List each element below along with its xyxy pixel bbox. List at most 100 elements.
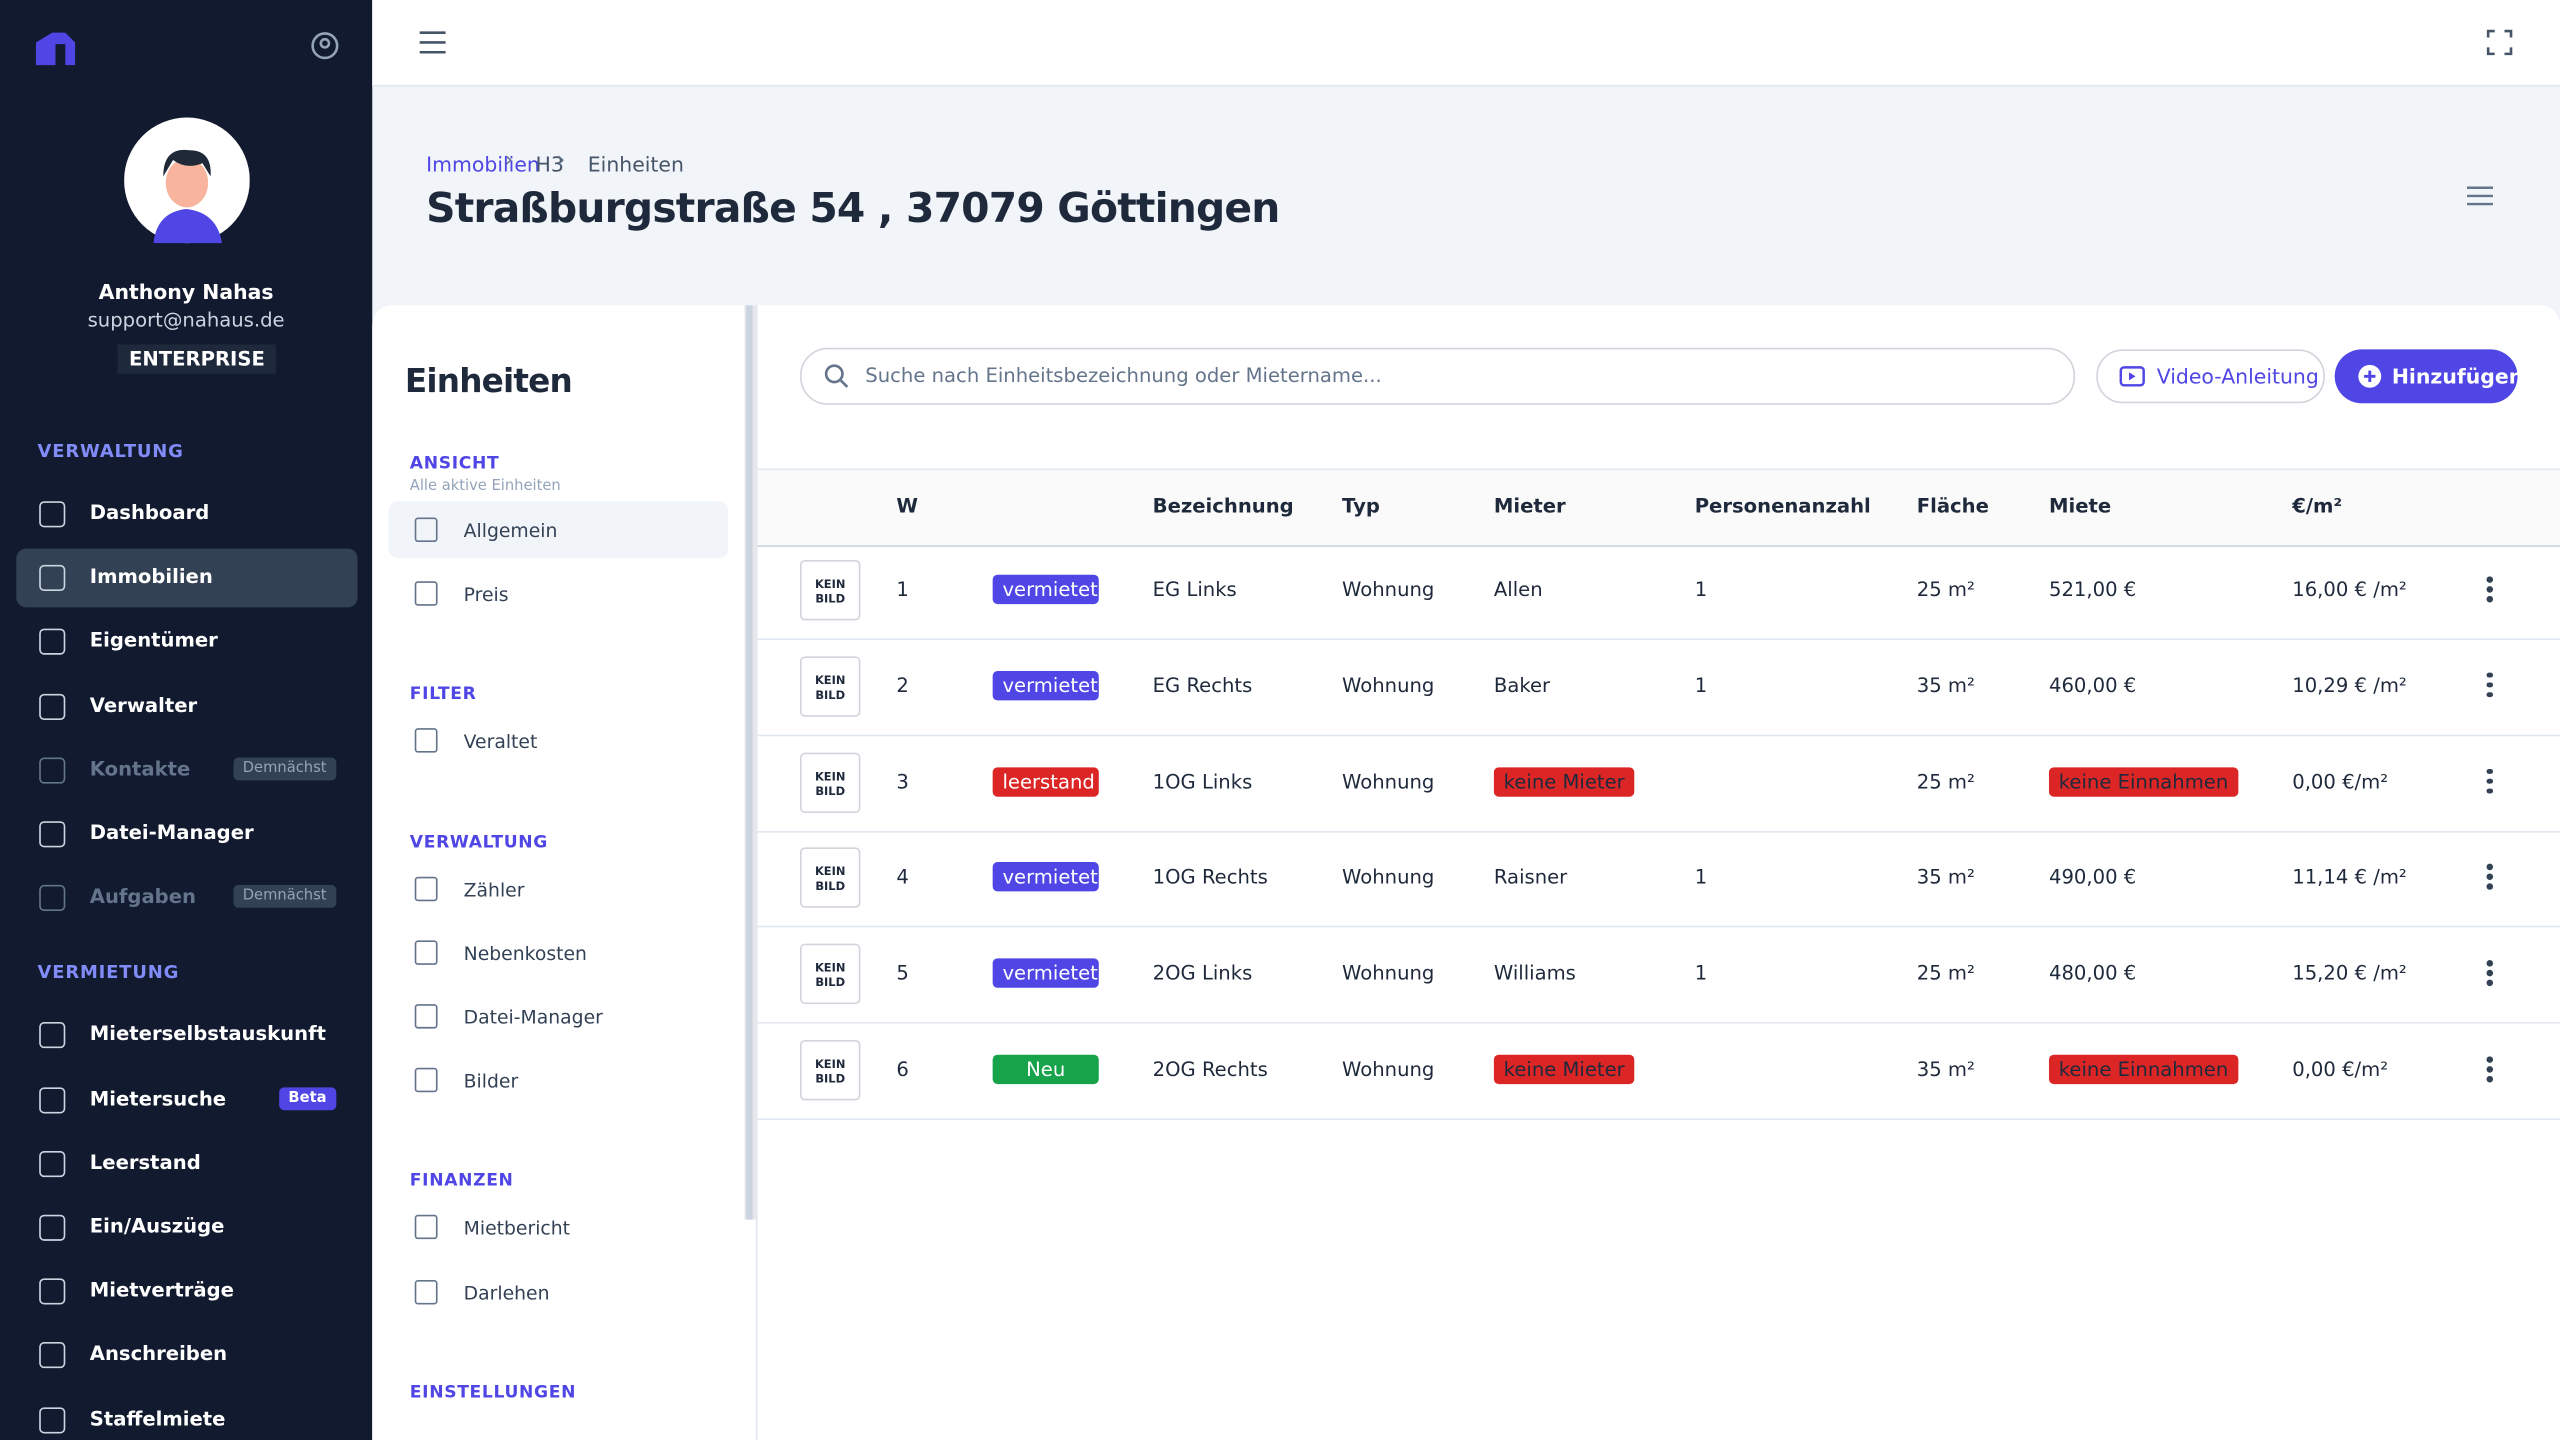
breadcrumb-item[interactable]: Immobilien [426,151,540,177]
nav-item[interactable]: Staffelmiete [16,1390,357,1440]
nav-icon [39,693,66,720]
subnav-item[interactable]: Mietbericht [389,1199,729,1256]
nav-icon [39,1086,66,1113]
subnav-group-title: ANSICHT [409,453,500,474]
cell-w: 5 [896,961,909,985]
subnav-group-subtitle: Alle aktive Einheiten [409,478,561,495]
breadcrumb-item[interactable]: H3 [535,151,564,177]
nav-label: Verwalter [89,693,198,717]
search[interactable]: Suche nach Einheitsbezeichnung oder Miet… [799,347,2076,405]
subnav-icon [414,1215,438,1240]
dot [2486,595,2493,602]
dot [2486,979,2493,986]
nav-label: Mietersuche [89,1086,227,1110]
column-header: Personenanzahl [1694,494,1871,518]
row-menu[interactable] [2486,768,2494,794]
column-header: Miete [2048,494,2112,518]
cell-persons: 1 [1694,865,1708,889]
nav-icon [39,821,66,848]
cell-name: 2OG Links [1152,961,1253,985]
subnav-group-title: FILTER [409,684,477,705]
menu-toggle[interactable] [419,31,446,54]
subnav-item[interactable]: Preis [389,565,729,622]
subnav-item[interactable]: Datei-Manager [389,988,729,1045]
account-icon[interactable] [310,31,339,60]
nav-icon [39,1406,66,1433]
dot [2486,691,2493,698]
nav-icon [39,629,66,656]
subnav-icon [414,940,438,965]
nav-icon [39,1150,66,1177]
subnav-item[interactable]: Darlehen [389,1263,729,1320]
nav-badge: Beta [278,1086,337,1110]
row-menu[interactable] [2486,672,2494,698]
status-badge: vermietet [992,958,1099,989]
image-placeholder: KEIN BILD [799,1039,861,1101]
row-menu[interactable] [2486,864,2494,890]
cell-area: 25 m² [1916,577,1975,601]
cell-name: EG Rechts [1152,673,1253,697]
table-row: KEIN BILD leerstand 3 1OG Links Wohnung keine… [757,736,2560,832]
cell-name: 1OG Links [1152,769,1253,793]
column-header: Fläche [1916,494,1989,518]
nav-item[interactable]: Datei-Manager [16,805,357,864]
table-row: KEIN BILD vermietet 1 EG Links Wohnung Allen 1… [757,544,2560,640]
user-email: support@nahaus.de [87,308,285,332]
dot [2486,864,2493,871]
row-menu[interactable] [2486,576,2494,602]
nav-item[interactable]: Eigentümer [16,613,357,672]
page-menu[interactable] [2466,186,2494,206]
fullscreen[interactable] [2486,29,2513,56]
nav-label: Dashboard [89,501,210,525]
subnav-item[interactable]: Zähler [389,860,729,917]
cell-tenant: keine Mieter [1493,766,1635,797]
page-title: Straßburgstraße 54 , 37079 Göttingen [426,184,1280,232]
nav-item[interactable]: Immobilien [16,548,358,608]
nav-label: Kontakte [89,757,191,781]
nav-label: Eigentümer [89,629,218,653]
subnav-item[interactable]: Allgemein [388,501,729,559]
row-menu[interactable] [2486,960,2494,986]
avatar [124,117,250,244]
cell-per_m2: 16,00 € /m² [2292,577,2407,601]
cell-w: 3 [896,769,909,793]
subnav-item[interactable]: Veraltet [389,712,729,769]
cell-persons: 1 [1694,673,1708,697]
nav-item[interactable]: Mietersuche Beta [16,1070,357,1129]
table-row: KEIN BILD Neu 6 2OG Rechts Wohnung keine Miet… [757,1024,2560,1120]
subnav-icon [414,1279,438,1304]
video-button[interactable]: Video-Anleitung [2096,349,2325,404]
nav-item[interactable]: Dashboard [16,485,357,544]
row-menu[interactable] [2486,1056,2494,1082]
cell-rent: keine Einnahmen [2048,1054,2239,1085]
nav-item[interactable]: Leerstand [16,1134,357,1193]
nav-item: Kontakte Demnächst [16,741,357,800]
cell-area: 25 m² [1916,769,1975,793]
add-label: Hinzufügen [2391,364,2524,389]
nav-item[interactable]: Mieterselbstauskunft [16,1006,357,1065]
add-button[interactable]: Hinzufügen [2334,349,2523,404]
nav-label: Aufgaben [89,885,196,909]
dot [2486,960,2493,967]
subnav-item[interactable]: Nebenkosten [389,924,729,981]
column-header: €/m² [2292,494,2343,518]
nav-item[interactable]: Anschreiben [16,1326,357,1385]
table-row: KEIN BILD vermietet 2 EG Rechts Wohnung Baker… [757,640,2560,736]
cell-name: 1OG Rechts [1152,865,1268,889]
column-header: W [896,494,918,518]
subnav-icon [414,876,438,901]
column-header: Bezeichnung [1152,494,1294,518]
scrollbar [744,305,758,1220]
nav-item[interactable]: Verwalter [16,677,357,736]
subnav-label: Preis [463,583,509,607]
subnav-title: Einheiten [404,360,573,400]
nav-item[interactable]: Ein/Auszüge [16,1198,357,1257]
subnav-label: Datei-Manager [463,1005,603,1029]
cell-area: 35 m² [1916,1057,1975,1081]
nav-item[interactable]: Mietverträge [16,1262,357,1321]
nav-label: Immobilien [89,565,213,589]
subnav-item[interactable]: Bilder [389,1052,729,1109]
subnav-icon [414,1068,438,1093]
